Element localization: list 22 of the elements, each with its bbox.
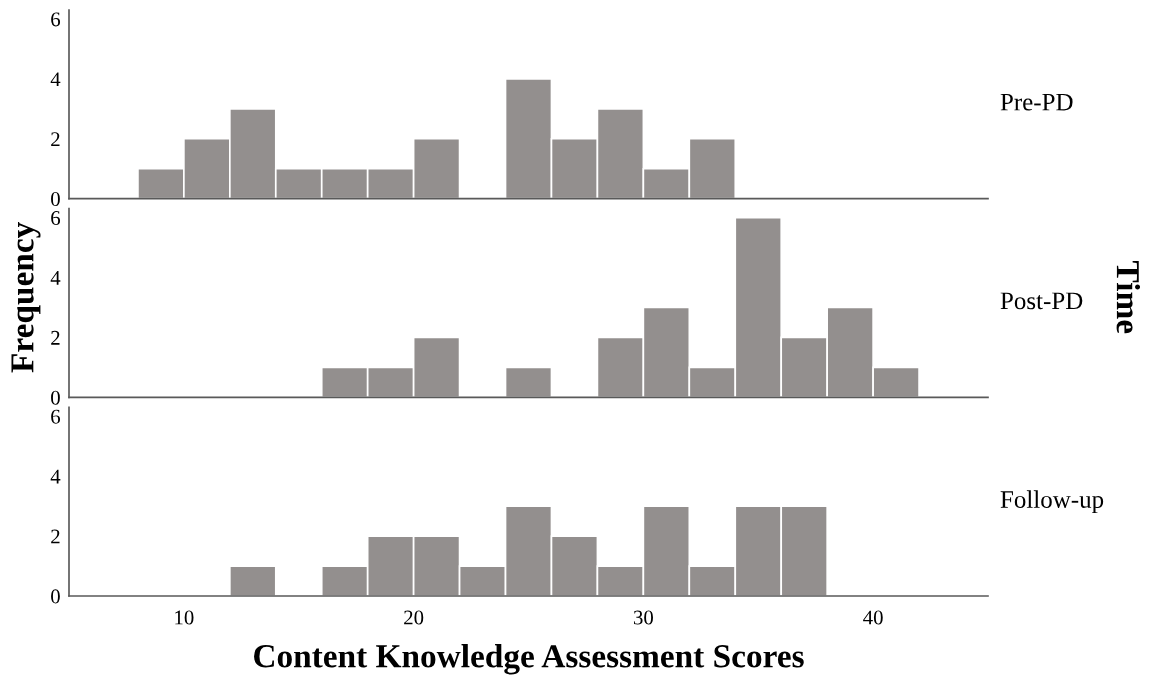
x-tick-label: 20 (404, 610, 424, 625)
text: Pre-PD (1000, 93, 1073, 111)
y-tick-label: 4 (50, 271, 61, 285)
y-tick-label: 4 (50, 469, 61, 484)
y-tick-label: 0 (51, 192, 60, 207)
x-tick-label: 30 (633, 610, 653, 625)
y-tick-label: 6 (51, 12, 61, 27)
y-tick-label: 2 (51, 132, 60, 146)
y-tick-label: 6 (51, 409, 61, 424)
y-tick-label: 2 (51, 529, 60, 544)
y-tick-label: 4 (50, 72, 61, 87)
y-axis-title: Frequency (11, 222, 41, 373)
text: Post-PD (1000, 292, 1083, 310)
x-tick-label: 40 (863, 610, 883, 625)
x-tick-label: 10 (175, 610, 194, 625)
y-tick-label: 6 (51, 211, 61, 226)
text: Follow-up (1000, 490, 1104, 513)
x-axis-title: Content Knowledge Assessment Scores (254, 644, 804, 675)
y-tick-label: 0 (51, 589, 60, 604)
text: Time (1116, 261, 1141, 334)
y-tick-label: 0 (51, 390, 60, 405)
y-tick-label: 2 (51, 330, 60, 345)
